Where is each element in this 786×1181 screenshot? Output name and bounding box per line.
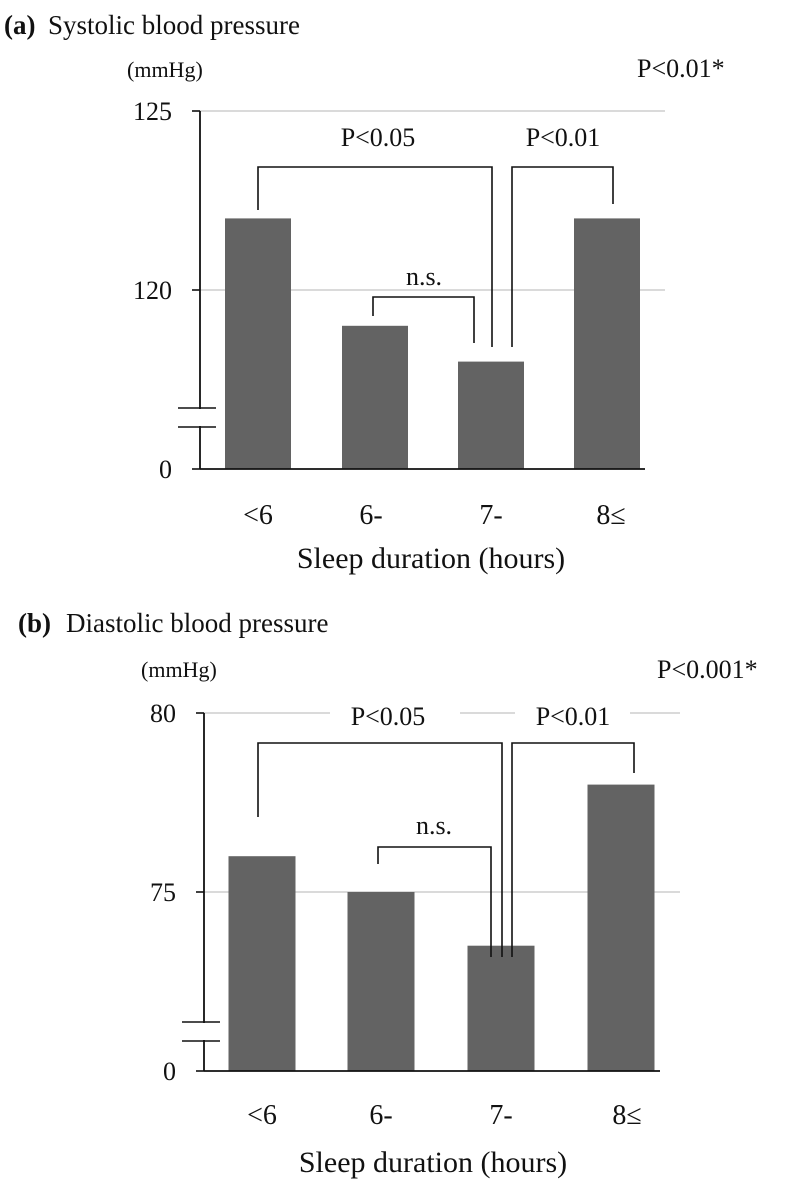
comparison-label: P<0.05: [341, 123, 416, 152]
comparison-bracket: [511, 166, 614, 347]
comparison-brackets: P<0.05 P<0.01 n.s.: [257, 123, 614, 347]
comparison-bracket: [377, 846, 492, 957]
bars: [228, 784, 655, 1071]
comparison-bracket: [257, 742, 503, 957]
comparison-label: P<0.01: [526, 123, 601, 152]
y-tick-label: 75: [150, 878, 176, 907]
y-tick-label: 120: [133, 276, 172, 305]
comparison-bracket: [511, 742, 635, 957]
x-tick-label: 8≤: [612, 1100, 641, 1131]
axis-break-gap: [201, 1023, 207, 1040]
bar: [347, 892, 415, 1071]
y-unit-label: (mmHg): [141, 657, 217, 682]
panel-systolic: (a) Systolic blood pressure (mmHg) P<0.0…: [4, 10, 725, 575]
comparison-label: P<0.01: [536, 702, 611, 731]
bar: [342, 325, 408, 469]
x-tick-labels: <6 6- 7- 8≤: [243, 500, 626, 531]
comparison-bracket: [372, 296, 475, 343]
x-axis-label: Sleep duration (hours): [297, 542, 565, 575]
x-tick-label: <6: [243, 500, 273, 531]
axes: [182, 712, 660, 1072]
y-tick-label: 0: [159, 455, 172, 484]
y-tick-label: 125: [133, 97, 172, 126]
y-tick-label: 0: [163, 1057, 176, 1086]
axes: [178, 110, 645, 470]
x-tick-label: 7-: [479, 500, 502, 531]
axis-break-gap: [197, 409, 203, 426]
x-tick-labels: <6 6- 7- 8≤: [247, 1100, 642, 1131]
comparison-label: n.s.: [416, 811, 452, 840]
y-tick-label: 80: [150, 699, 176, 728]
comparison-bracket: [257, 166, 493, 347]
bar: [458, 361, 524, 469]
overall-p-value: P<0.01*: [637, 54, 725, 83]
y-ticks: 0 120 125: [133, 97, 172, 484]
bar: [587, 784, 655, 1071]
comparison-label: P<0.05: [351, 702, 426, 731]
y-ticks: 0 75 80: [150, 699, 176, 1086]
bar: [574, 218, 640, 469]
comparison-label: n.s.: [406, 262, 442, 291]
panel-title: Systolic blood pressure: [48, 10, 300, 40]
bar: [228, 856, 296, 1071]
bars: [225, 218, 640, 469]
bar: [467, 945, 535, 1071]
x-tick-label: <6: [247, 1100, 277, 1131]
overall-p-value: P<0.001*: [657, 655, 758, 684]
x-tick-label: 6-: [369, 1100, 392, 1131]
y-unit-label: (mmHg): [127, 57, 203, 82]
panel-letter: (a): [4, 10, 35, 40]
x-axis-label: Sleep duration (hours): [299, 1146, 567, 1179]
panel-title: Diastolic blood pressure: [66, 608, 328, 638]
bar: [225, 218, 291, 469]
comparison-brackets: P<0.05 P<0.01 n.s.: [257, 702, 635, 957]
x-tick-label: 8≤: [596, 500, 625, 531]
x-tick-label: 6-: [359, 500, 382, 531]
x-tick-label: 7-: [489, 1100, 512, 1131]
panel-letter: (b): [18, 608, 51, 638]
panel-diastolic: (b) Diastolic blood pressure (mmHg) P<0.…: [18, 608, 758, 1179]
